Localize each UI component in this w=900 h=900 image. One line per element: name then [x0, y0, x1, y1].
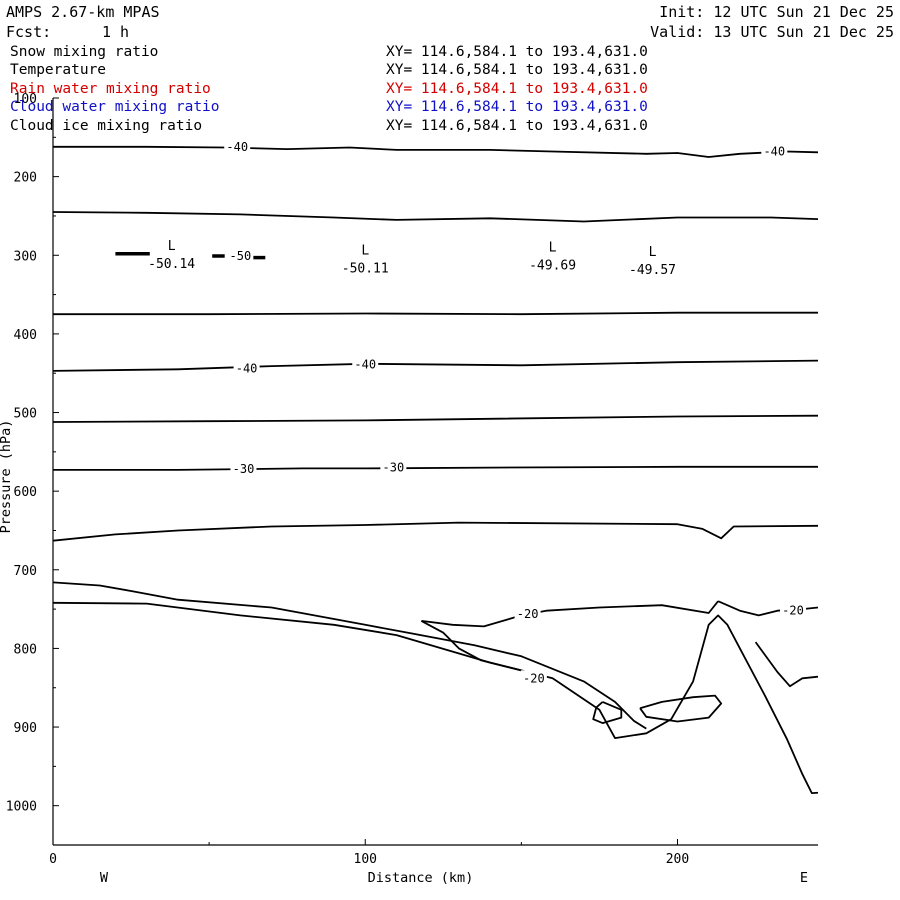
temperature-contour — [53, 601, 818, 794]
contour-label: -20 — [523, 671, 545, 685]
legend-xy: XY= 114.6,584.1 to 193.4,631.0 — [386, 99, 648, 116]
contour-label-bg — [233, 360, 260, 375]
y-tick-label: 600 — [14, 485, 37, 500]
legend-name: Cloud ice mixing ratio — [10, 117, 203, 134]
low-marker: L — [168, 239, 176, 254]
y-tick-label: 700 — [14, 564, 37, 579]
y-tick-label: 200 — [14, 171, 37, 186]
contour-label: -30 — [233, 462, 255, 476]
temperature-contour — [421, 600, 719, 628]
legend-xy: XY= 114.6,584.1 to 193.4,631.0 — [386, 80, 648, 97]
contour-label: -30 — [383, 461, 405, 475]
contour-label-bg — [230, 461, 257, 476]
y-tick-label: 800 — [14, 642, 37, 657]
low-marker: L — [649, 245, 657, 260]
low-marker: L — [549, 240, 557, 255]
valid-time: Valid: 13 UTC Sun 21 Dec 25 — [650, 23, 894, 41]
contour-label: -20 — [782, 604, 804, 618]
y-tick-label: 1000 — [6, 800, 37, 815]
forecast-value: 1 h — [102, 23, 130, 41]
temperature-contour — [53, 581, 647, 730]
x-tick-label: 0 — [49, 852, 57, 867]
temperature-contour — [639, 694, 723, 723]
contour-label-bg — [514, 605, 541, 620]
contour-label-bg — [780, 602, 807, 617]
east-label: E — [800, 870, 808, 886]
temperature-contour — [53, 465, 818, 471]
west-label: W — [100, 870, 109, 886]
legend-name: Cloud water mixing ratio — [10, 99, 220, 116]
contour-label: -50 — [230, 249, 252, 263]
contour-label-bg — [352, 356, 379, 371]
low-marker: L — [361, 243, 369, 258]
contour-label-bg — [224, 138, 251, 153]
model-title: AMPS 2.67-km MPAS — [6, 3, 160, 21]
temperature-contour — [592, 701, 623, 724]
temperature-contour — [53, 521, 818, 542]
contour-label: -40 — [763, 144, 785, 158]
temperature-contour — [53, 145, 818, 158]
y-tick-label: 100 — [14, 92, 37, 107]
contour-label: -40 — [226, 140, 248, 154]
x-tick-label: 100 — [354, 852, 377, 867]
contour-label-bg — [761, 143, 788, 158]
y-tick-label: 400 — [14, 328, 37, 343]
temperature-contour — [53, 414, 818, 423]
legend-name: Rain water mixing ratio — [10, 80, 211, 97]
legend-xy: XY= 114.6,584.1 to 193.4,631.0 — [386, 62, 648, 79]
x-axis-label: Distance (km) — [368, 870, 474, 886]
legend-xy: XY= 114.6,584.1 to 193.4,631.0 — [386, 117, 648, 134]
y-axis-label: Pressure (hPa) — [0, 420, 14, 534]
contour-label: -40 — [354, 358, 376, 372]
contour-label-bg — [227, 248, 254, 263]
y-tick-label: 300 — [14, 249, 37, 264]
forecast-label: Fcst: — [6, 23, 52, 41]
init-time: Init: 12 UTC Sun 21 Dec 25 — [659, 3, 894, 21]
temperature-contour — [754, 641, 818, 688]
low-value: -49.69 — [529, 258, 576, 273]
low-value: -50.14 — [148, 257, 195, 272]
y-tick-label: 500 — [14, 407, 37, 422]
contour-label: -40 — [236, 361, 258, 375]
legend-name: Snow mixing ratio — [10, 44, 159, 60]
legend-name: Temperature — [10, 62, 107, 79]
temperature-contour — [53, 211, 818, 223]
legend-xy: XY= 114.6,584.1 to 193.4,631.0 — [386, 44, 648, 60]
contour-label-bg — [380, 459, 407, 474]
low-value: -50.11 — [342, 261, 389, 276]
temperature-contour — [53, 311, 818, 316]
temperature-contour — [420, 620, 522, 672]
low-value: -49.57 — [629, 263, 676, 278]
contour-label-bg — [520, 670, 547, 685]
contour-label: -20 — [517, 607, 539, 621]
y-tick-label: 900 — [14, 721, 37, 736]
temperature-contour — [53, 359, 818, 372]
x-tick-label: 200 — [666, 852, 689, 867]
